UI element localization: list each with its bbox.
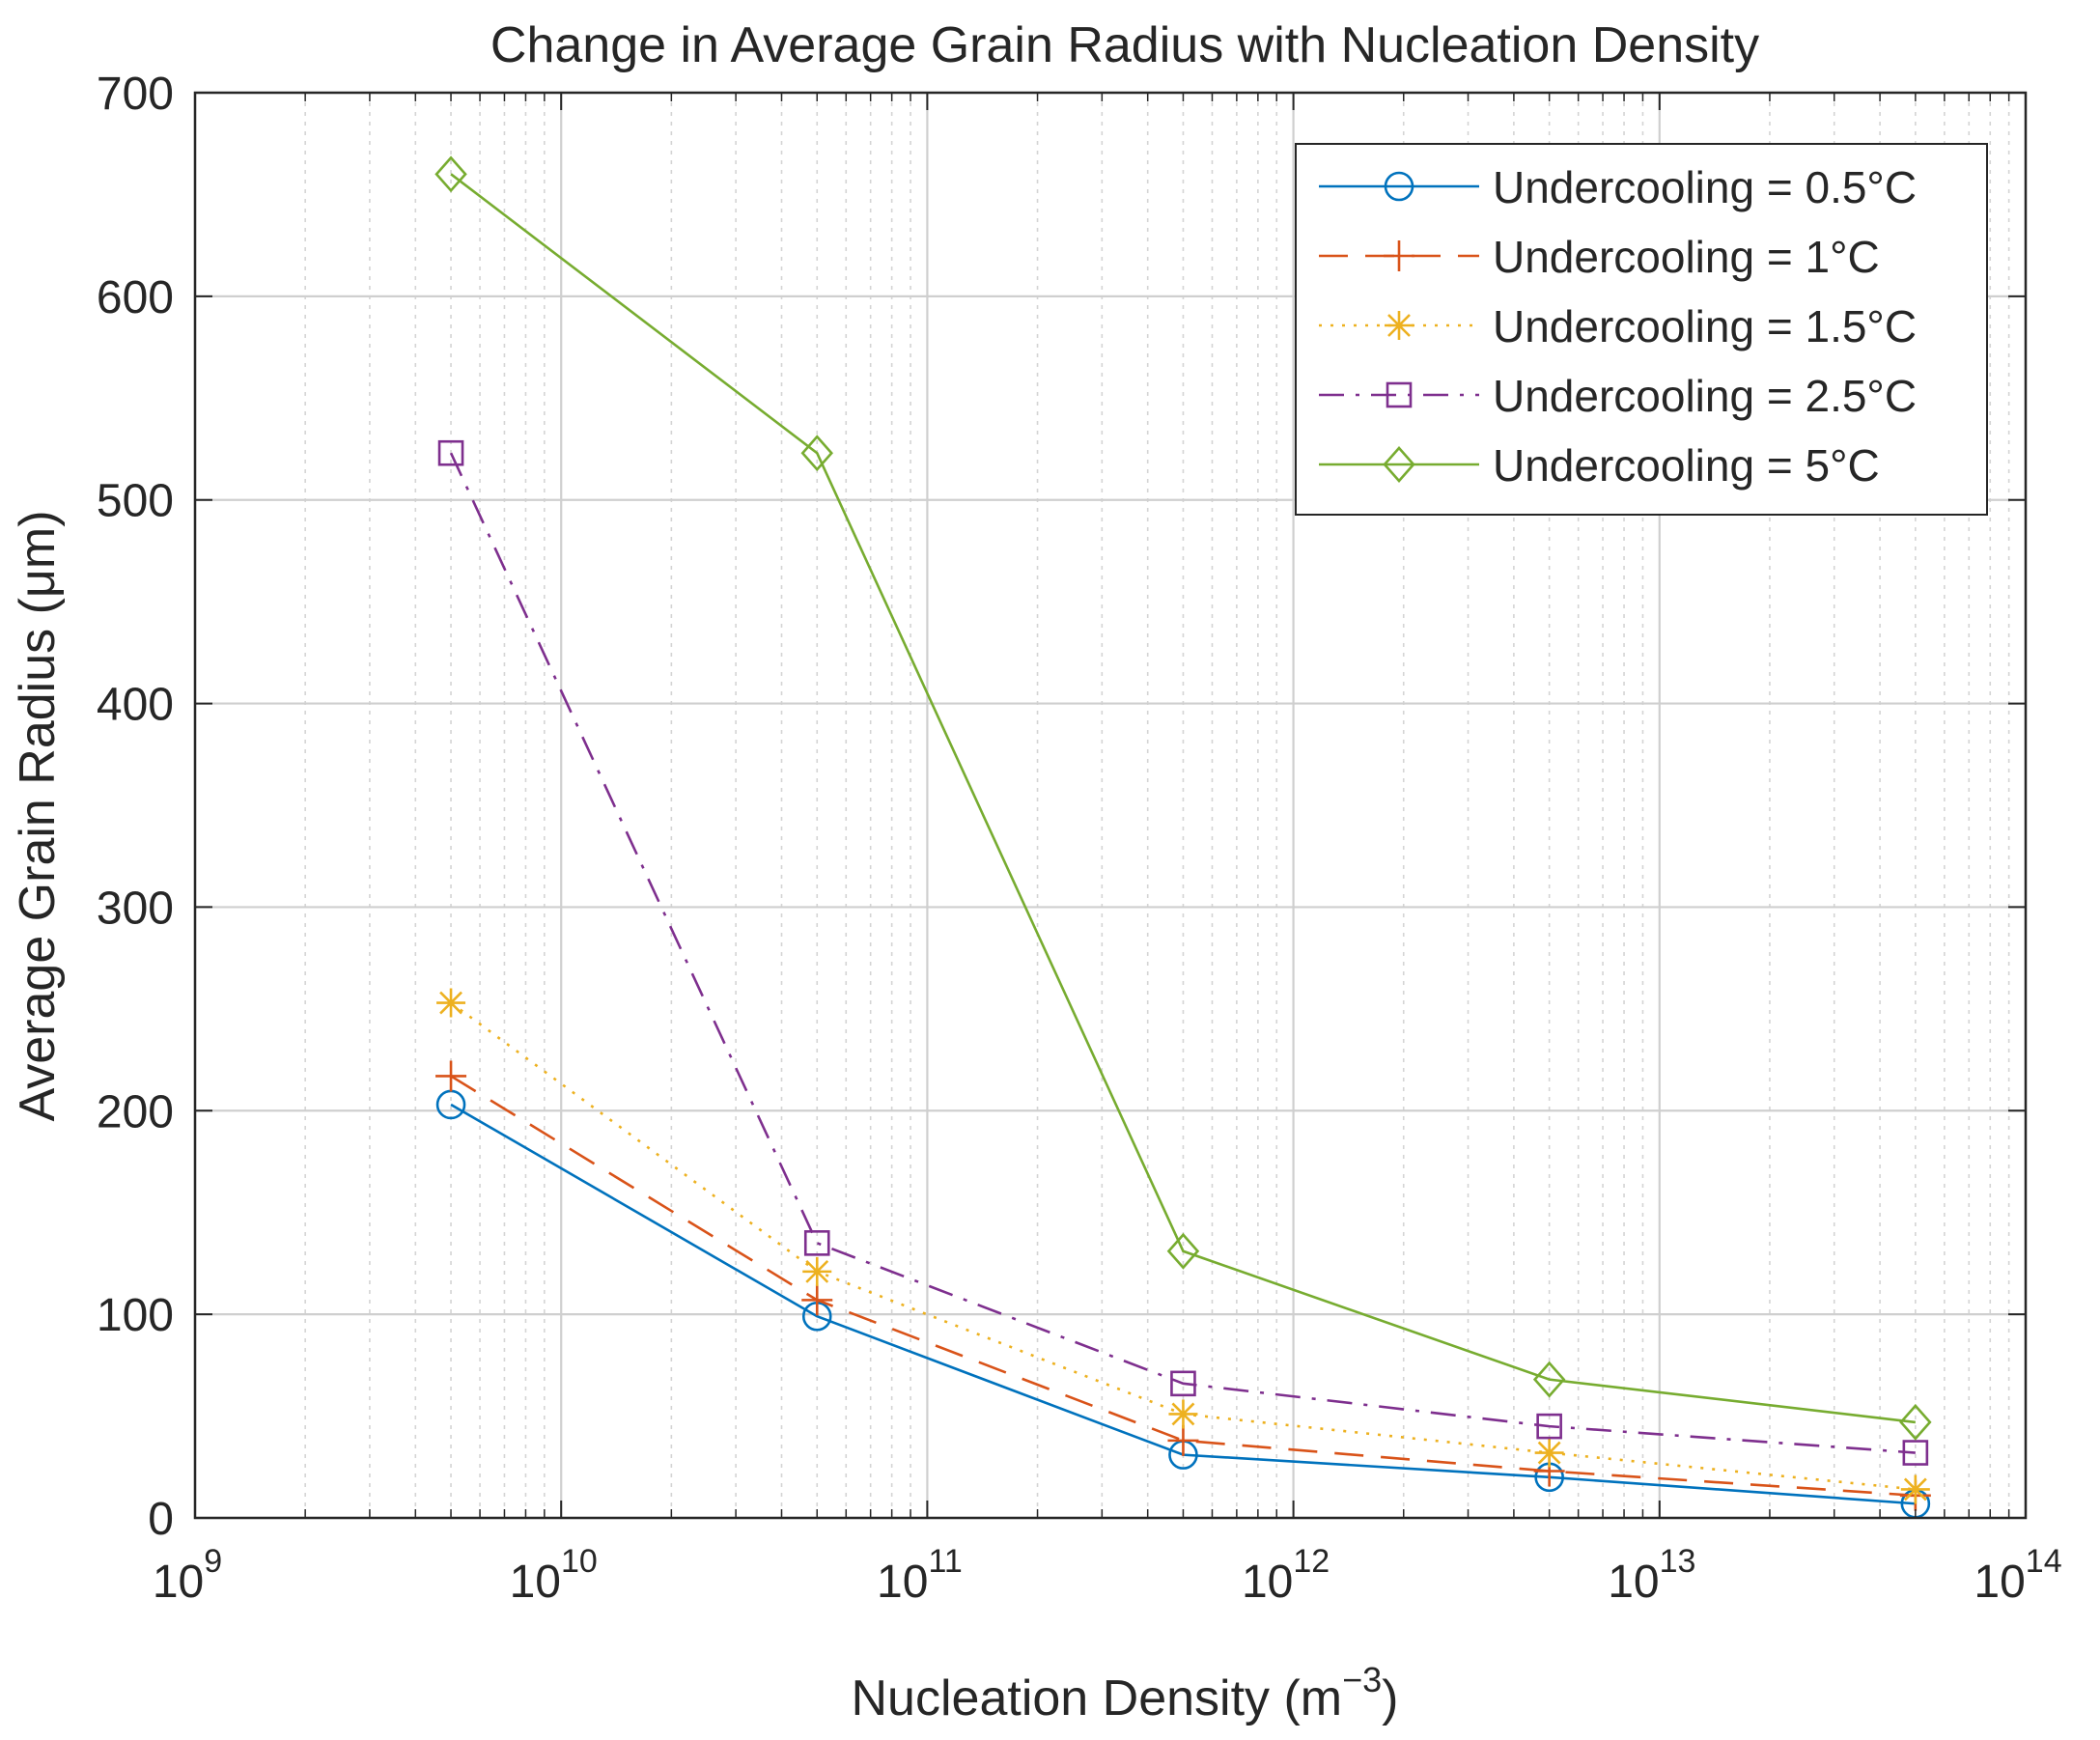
y-tick-label: 100: [97, 1290, 174, 1341]
data-point-diamond: [1899, 1403, 1932, 1441]
legend-label: Undercooling = 5°C: [1493, 440, 1880, 491]
axes-box: [193, 91, 2028, 1520]
legend-label: Undercooling = 2.5°C: [1493, 371, 1917, 421]
legend: Undercooling = 0.5°C Undercooling = 1°C Un…: [1295, 143, 1988, 516]
y-tick-label: 700: [97, 69, 174, 120]
x-axis-label-text: Nucleation Density (m: [852, 1670, 1343, 1726]
x-tick-label-base: 10: [510, 1557, 561, 1608]
y-tick-label: 300: [97, 883, 174, 934]
legend-item: Undercooling = 0.5°C: [1319, 162, 1917, 212]
legend-label: Undercooling = 1°C: [1493, 232, 1880, 282]
legend-marker: [1384, 240, 1414, 271]
data-point-plus: [801, 1284, 833, 1316]
x-tick-label-exponent: 9: [204, 1543, 222, 1580]
legend-item: Undercooling = 5°C: [1319, 440, 1880, 491]
x-axis-label: Nucleation Density (m−3): [852, 1660, 1399, 1726]
x-tick-label-exponent: 14: [2026, 1543, 2062, 1580]
y-axis-label: Average Grain Radius (μm): [10, 510, 66, 1121]
y-tick-label: 0: [148, 1494, 174, 1545]
legend-item: Undercooling = 2.5°C: [1319, 371, 1917, 421]
tick-marks: [194, 92, 2027, 1519]
x-tick-label-exponent: 13: [1660, 1543, 1696, 1580]
data-point-diamond: [434, 155, 467, 193]
y-tick-label: 400: [97, 680, 174, 731]
data-point-diamond: [800, 435, 833, 472]
legend-item: Undercooling = 1.5°C: [1319, 301, 1917, 351]
data-point-square: [437, 439, 464, 466]
series-line: [449, 452, 1916, 1454]
series-line: [450, 173, 1917, 1424]
x-tick-label: 1014: [1974, 1543, 2061, 1608]
chart-title: Change in Average Grain Radius with Nucl…: [490, 17, 1759, 73]
x-tick-label-base: 10: [877, 1557, 928, 1608]
legend-marker: [1384, 171, 1414, 202]
data-point-asterisk: [1534, 1438, 1564, 1468]
data-point-square: [803, 1230, 830, 1256]
data-point-asterisk: [436, 988, 466, 1018]
y-tick-label: 200: [97, 1086, 174, 1137]
data-point-asterisk: [1900, 1474, 1930, 1504]
data-point-plus: [435, 1060, 467, 1092]
x-tick-label-base: 10: [153, 1557, 204, 1608]
x-tick-label-base: 10: [1608, 1557, 1659, 1608]
x-axis-label-close: ): [1382, 1670, 1398, 1726]
x-tick-label: 109: [153, 1543, 222, 1608]
legend-marker: [1386, 381, 1413, 408]
x-tick-label-base: 10: [1242, 1557, 1293, 1608]
x-tick-label-exponent: 12: [1293, 1543, 1330, 1580]
series-3: [436, 988, 1930, 1504]
series-layer: [434, 155, 1932, 1519]
x-tick-labels: 109 1010 1011 1012 1013 1014: [153, 1543, 2062, 1608]
x-tick-label: 1010: [510, 1543, 598, 1608]
x-tick-label: 1012: [1242, 1543, 1330, 1608]
minor-grid: [304, 93, 2010, 1518]
data-point-plus: [1167, 1424, 1199, 1456]
y-tick-label: 600: [97, 272, 174, 323]
y-tick-label: 500: [97, 476, 174, 527]
legend-label: Undercooling = 1.5°C: [1493, 301, 1917, 351]
series-4: [437, 439, 1929, 1466]
series-5: [434, 155, 1932, 1441]
data-point-square: [1170, 1370, 1196, 1397]
x-tick-label-exponent: 10: [561, 1543, 598, 1580]
x-tick-label: 1013: [1608, 1543, 1695, 1608]
legend-box: [1295, 143, 1988, 516]
data-point-diamond: [1532, 1361, 1566, 1398]
y-tick-labels: 0 100 200 300 400 500 600 700: [97, 69, 174, 1545]
data-point-diamond: [1166, 1232, 1200, 1270]
series-2: [435, 1060, 1931, 1511]
data-point-asterisk: [802, 1256, 832, 1286]
data-point-square: [1902, 1440, 1929, 1466]
x-tick-label-exponent: 11: [928, 1543, 962, 1580]
data-point-square: [1536, 1413, 1562, 1440]
legend-item: Undercooling = 1°C: [1319, 232, 1880, 282]
legend-marker: [1385, 311, 1414, 340]
x-tick-label-base: 10: [1974, 1557, 2025, 1608]
legend-marker: [1383, 446, 1415, 483]
x-axis-label-exponent: −3: [1342, 1660, 1382, 1699]
series-line: [450, 1075, 1916, 1498]
legend-label: Undercooling = 0.5°C: [1493, 162, 1917, 212]
x-tick-label: 1011: [877, 1543, 963, 1608]
data-point-asterisk: [1168, 1399, 1198, 1429]
